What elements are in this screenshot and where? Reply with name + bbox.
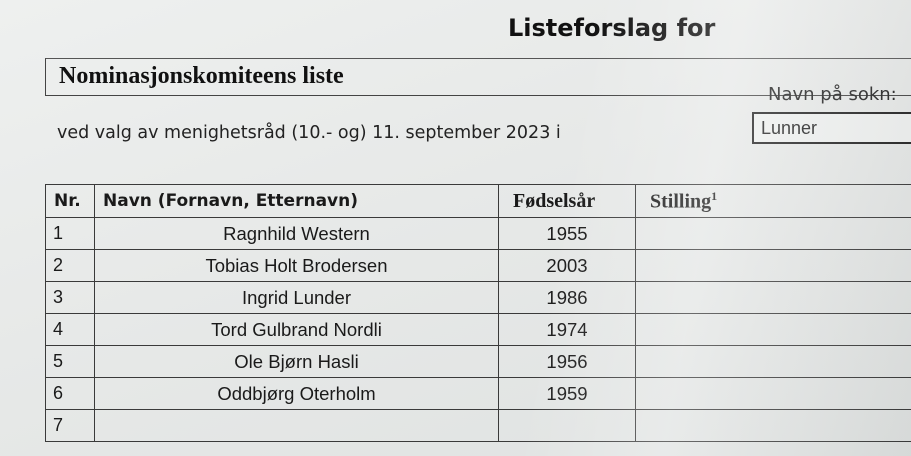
list-title-box: Nominasjonskomiteens liste xyxy=(45,58,911,96)
table-row: 6 Oddbjørg Oterholm 1959 xyxy=(45,377,911,410)
table-row: 4 Tord Gulbrand Nordli 1974 xyxy=(45,313,911,346)
row-number: 6 xyxy=(45,377,95,410)
position-cell[interactable] xyxy=(635,345,911,378)
candidate-name-cell[interactable]: Ole Bjørn Hasli xyxy=(94,345,499,378)
row-number: 3 xyxy=(45,281,95,314)
table-header-row: Nr. Navn (Fornavn, Etternavn) Fødselsår … xyxy=(45,184,911,218)
birth-year-cell[interactable]: 2003 xyxy=(498,249,636,282)
row-number: 2 xyxy=(45,249,95,282)
stilling-label: Stilling xyxy=(650,190,712,213)
birth-year-cell[interactable]: 1959 xyxy=(498,377,636,410)
candidate-name-cell[interactable]: Ragnhild Western xyxy=(94,217,499,250)
table-row: 1 Ragnhild Western 1955 xyxy=(45,217,911,250)
column-header-fodselsar: Fødselsår xyxy=(498,184,636,218)
row-number: 5 xyxy=(45,345,95,378)
candidate-name-cell[interactable]: Ingrid Lunder xyxy=(94,281,499,314)
sokn-field[interactable]: Lunner xyxy=(752,112,911,144)
column-header-stilling: Stilling1 xyxy=(635,184,911,218)
sokn-label: Navn på sokn: xyxy=(768,84,897,105)
birth-year-cell[interactable]: 1974 xyxy=(498,313,636,346)
candidate-name-cell[interactable]: Oddbjørg Oterholm xyxy=(94,377,499,410)
position-cell[interactable] xyxy=(635,281,911,314)
form-title: Listeforslag for xyxy=(508,14,716,42)
candidate-name-cell[interactable]: Tobias Holt Brodersen xyxy=(94,249,499,282)
birth-year-cell[interactable] xyxy=(498,409,636,442)
list-title: Nominasjonskomiteens liste xyxy=(59,63,344,89)
row-number: 7 xyxy=(45,409,95,442)
table-row: 7 xyxy=(45,409,911,442)
position-cell[interactable] xyxy=(635,409,911,442)
column-header-navn: Navn (Fornavn, Etternavn) xyxy=(94,184,499,218)
row-number: 1 xyxy=(45,217,95,250)
candidate-table: Nr. Navn (Fornavn, Etternavn) Fødselsår … xyxy=(45,184,911,442)
table-row: 5 Ole Bjørn Hasli 1956 xyxy=(45,345,911,378)
candidate-name-cell[interactable]: Tord Gulbrand Nordli xyxy=(94,313,499,346)
birth-year-cell[interactable]: 1955 xyxy=(498,217,636,250)
row-number: 4 xyxy=(45,313,95,346)
sokn-value: Lunner xyxy=(761,118,818,138)
column-header-nr: Nr. xyxy=(45,184,95,218)
table-row: 2 Tobias Holt Brodersen 2003 xyxy=(45,249,911,282)
birth-year-cell[interactable]: 1956 xyxy=(498,345,636,378)
position-cell[interactable] xyxy=(635,313,911,346)
birth-year-cell[interactable]: 1986 xyxy=(498,281,636,314)
candidate-name-cell[interactable] xyxy=(94,409,499,442)
position-cell[interactable] xyxy=(635,217,911,250)
election-subtitle: ved valg av menighetsråd (10.- og) 11. s… xyxy=(57,123,561,143)
stilling-footnote-marker: 1 xyxy=(711,188,718,203)
position-cell[interactable] xyxy=(635,377,911,410)
table-row: 3 Ingrid Lunder 1986 xyxy=(45,281,911,314)
position-cell[interactable] xyxy=(635,249,911,282)
